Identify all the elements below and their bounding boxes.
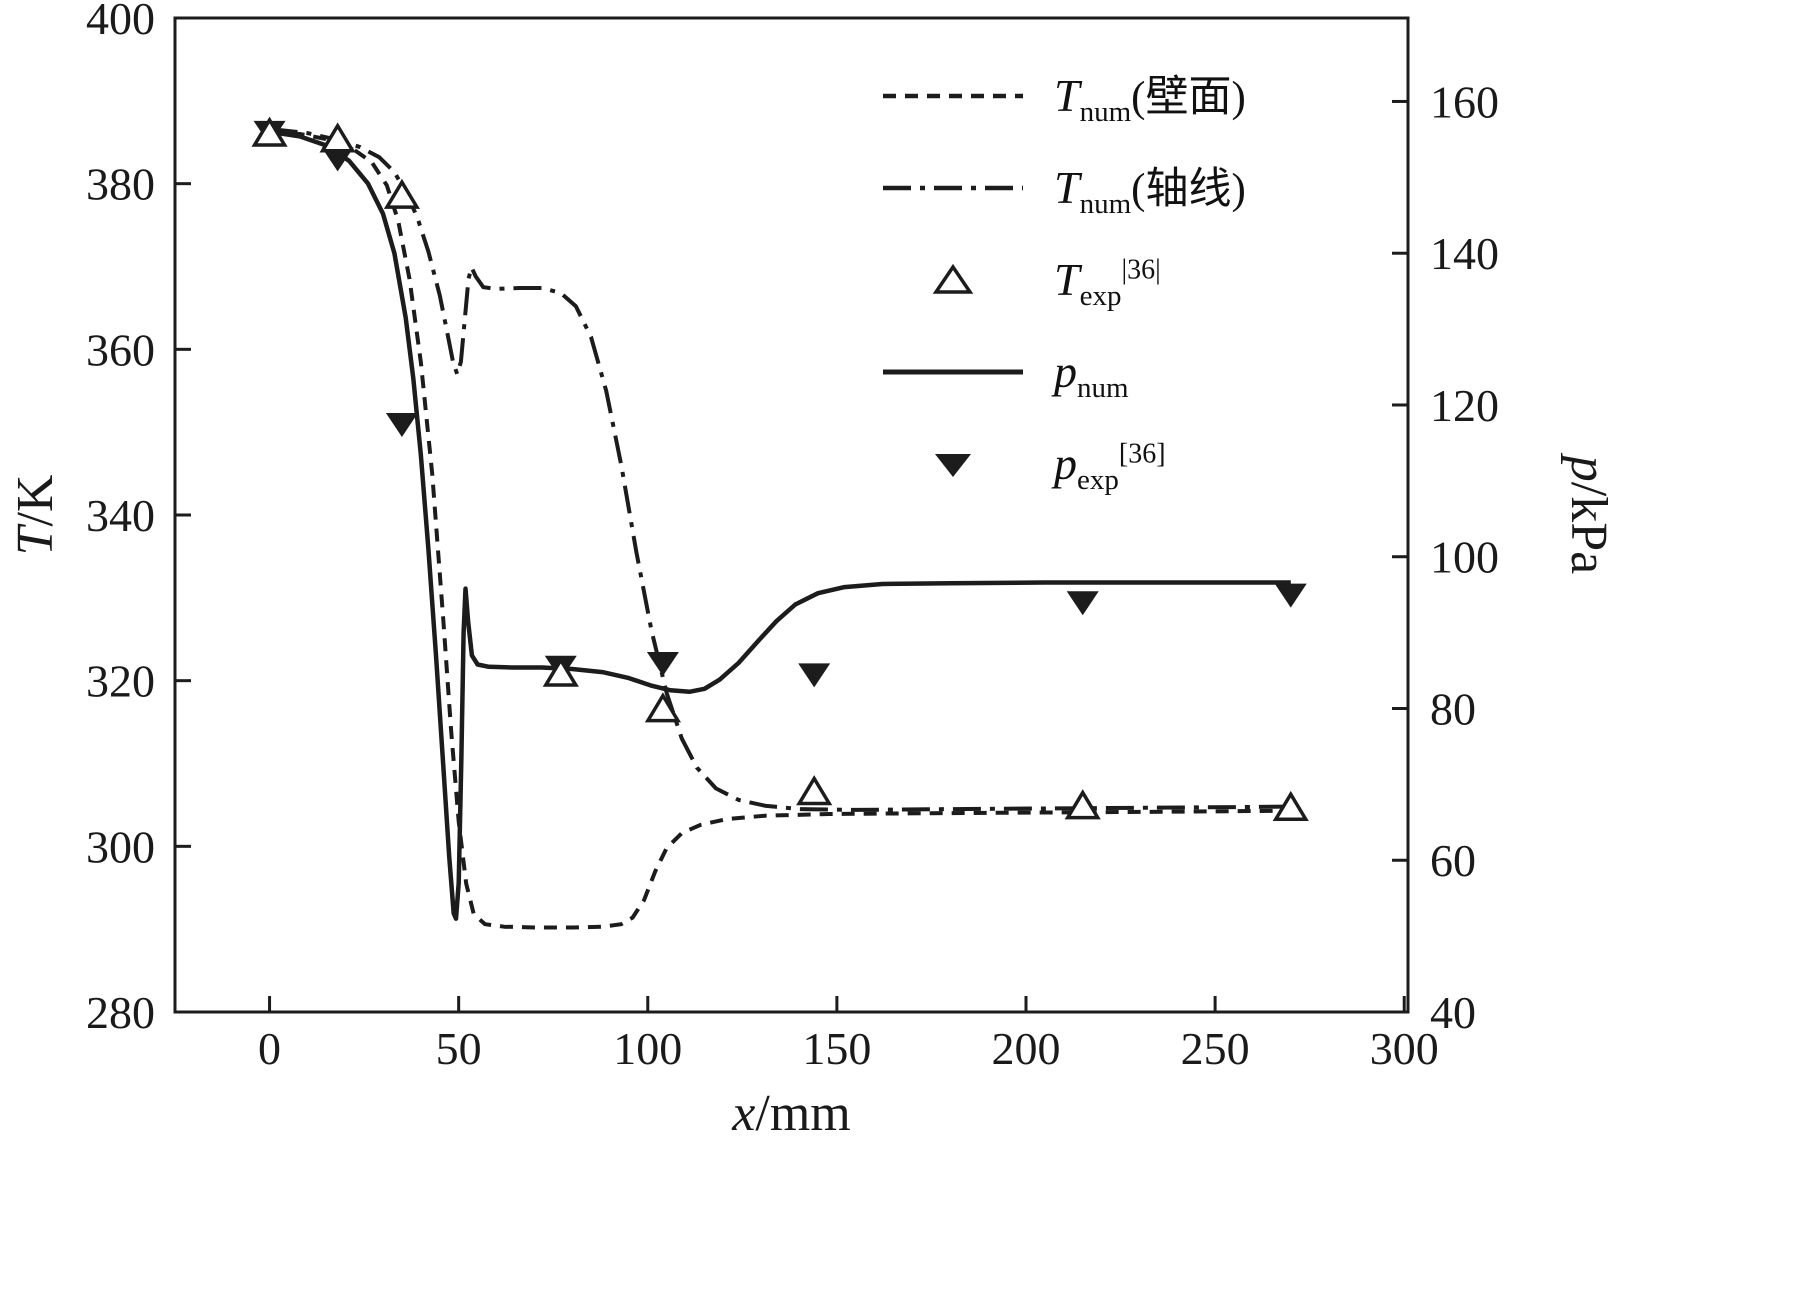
axis-ticks [175, 16, 1408, 1014]
x-tick-label: 200 [991, 1023, 1060, 1074]
y-axis-left-title: T/K [7, 474, 64, 555]
y-left-tick-label: 400 [86, 0, 155, 44]
marker-T_exp [1272, 790, 1309, 821]
legend-item-t-exp: Texp|36| [878, 234, 1246, 326]
legend-item-t-num-wall: Tnum(壁面) [878, 50, 1246, 142]
y-right-tick-label: 60 [1430, 835, 1476, 886]
marker-p_exp [646, 651, 679, 676]
y-left-tick-label: 380 [86, 159, 155, 210]
marker-T_exp [1064, 789, 1101, 820]
legend-label-t-num-axis: Tnum(轴线) [1054, 162, 1246, 221]
y-axis-right-title: p/kPa [1560, 452, 1617, 574]
y-right-tick-label: 80 [1430, 683, 1476, 734]
y-right-tick-label: 140 [1430, 228, 1499, 279]
open-triangle-icon [932, 263, 974, 294]
legend-label-t-num-wall: Tnum(壁面) [1054, 70, 1246, 129]
dashdot-line-sample-icon [883, 185, 1023, 191]
filled-triangle-icon [935, 454, 971, 477]
legend-label-p-num: pnum [1054, 346, 1129, 405]
legend-label-t-exp: Texp|36| [1054, 254, 1161, 313]
series-line-p_num [269, 129, 1291, 921]
marker-p_exp [798, 663, 831, 688]
legend-item-t-num-axis: Tnum(轴线) [878, 142, 1246, 234]
y-left-tick-label: 340 [86, 490, 155, 541]
marker-p_exp [1066, 591, 1099, 616]
y-right-tick-label: 160 [1430, 76, 1499, 127]
tick-labels: 0 50 100 150 200 250 300 280 300 320 340 360 380 400 4… [86, 0, 1499, 1074]
marker-T_exp [644, 692, 681, 723]
x-tick-label: 100 [613, 1023, 682, 1074]
marker-p_exp [385, 412, 418, 437]
legend-label-p-exp: pexp[36] [1054, 438, 1166, 497]
x-tick-label: 50 [436, 1023, 482, 1074]
marker-T_exp [383, 178, 421, 209]
legend-item-p-exp: pexp[36] [878, 418, 1246, 510]
y-left-tick-label: 300 [86, 821, 155, 872]
x-tick-label: 0 [258, 1023, 281, 1074]
legend-item-p-num: pnum [878, 326, 1246, 418]
y-left-tick-label: 320 [86, 656, 155, 707]
x-tick-label: 300 [1370, 1023, 1439, 1074]
marker-p_exp [321, 147, 354, 172]
marker-T_exp [319, 122, 356, 153]
y-right-tick-label: 100 [1430, 532, 1499, 583]
open-markers [251, 116, 1309, 821]
y-left-tick-label: 280 [86, 987, 155, 1038]
x-tick-label: 150 [802, 1023, 871, 1074]
x-tick-label: 250 [1181, 1023, 1250, 1074]
marker-p_exp [1274, 583, 1307, 608]
marker-T_exp [542, 656, 579, 687]
solid-line-sample-icon [883, 369, 1023, 375]
marker-T_exp [251, 116, 288, 147]
dashed-line-sample-icon [883, 93, 1023, 99]
legend: Tnum(壁面) Tnum(轴线) Texp|36| pnum pexp[36] [878, 50, 1246, 510]
y-right-tick-label: 40 [1430, 987, 1476, 1038]
y-left-tick-label: 360 [86, 324, 155, 375]
x-axis-title: x/mm [731, 1085, 850, 1142]
marker-T_exp [796, 775, 833, 806]
y-right-tick-label: 120 [1430, 380, 1499, 431]
